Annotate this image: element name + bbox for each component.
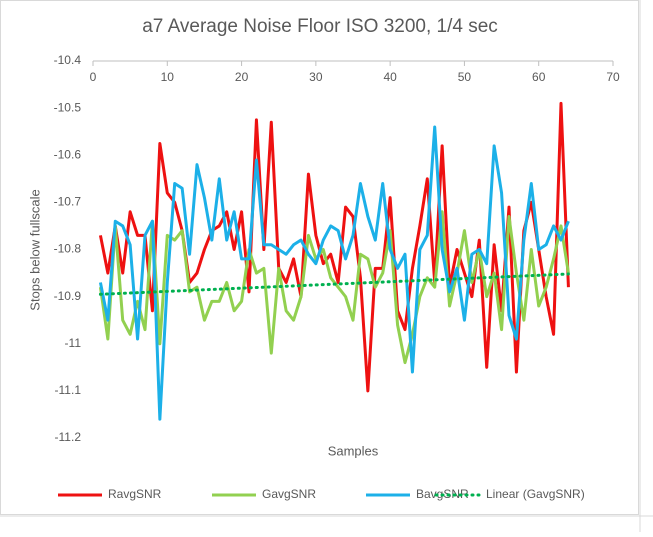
y-tick-label: -10.4	[54, 53, 82, 67]
x-tick-label: 0	[90, 70, 97, 84]
chart-title: a7 Average Noise Floor ISO 3200, 1/4 sec	[142, 16, 498, 37]
series-line	[98, 101, 570, 393]
y-tick-label: -10.9	[54, 289, 82, 303]
legend-label: Linear (GavgSNR)	[486, 487, 585, 501]
y-tick-label: -10.5	[54, 100, 82, 114]
legend-label: RavgSNR	[108, 487, 162, 501]
y-tick-label: -10.8	[54, 242, 82, 256]
legend-label: GavgSNR	[262, 487, 316, 501]
y-tick-label: -11.1	[55, 383, 82, 397]
y-tick-label: -10.7	[54, 195, 82, 209]
x-tick-label: 30	[309, 70, 323, 84]
series-line	[98, 125, 570, 421]
y-tick-label: -10.6	[54, 147, 82, 161]
x-tick-label: 70	[606, 70, 620, 84]
trendline	[98, 272, 570, 296]
series-line	[98, 210, 570, 365]
y-axis-title: Stops below fullscale	[27, 189, 42, 310]
x-tick-label: 40	[383, 70, 397, 84]
y-tick-label: -11	[65, 336, 82, 350]
x-axis-title: Samples	[328, 443, 379, 458]
x-tick-label: 60	[532, 70, 546, 84]
x-tick-label: 20	[235, 70, 249, 84]
x-tick-label: 10	[161, 70, 175, 84]
x-tick-label: 50	[458, 70, 472, 84]
y-tick-label: -11.2	[55, 430, 82, 444]
